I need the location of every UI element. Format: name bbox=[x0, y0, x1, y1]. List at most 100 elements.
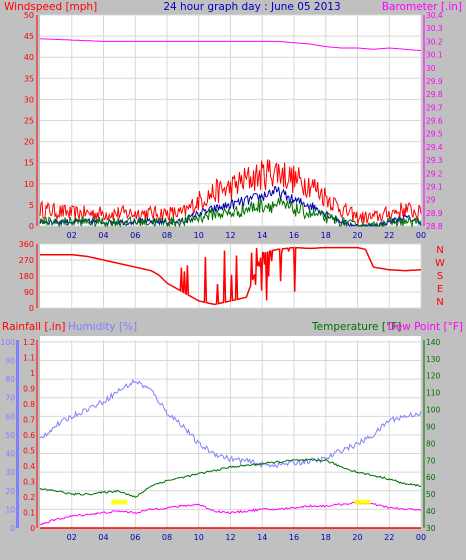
temperature-tick-label: 140 bbox=[426, 338, 441, 347]
barometer-tick-label: 29.3 bbox=[426, 156, 443, 165]
barometer-tick-label: 29.7 bbox=[426, 103, 443, 112]
series-temperature bbox=[39, 458, 422, 498]
weather-xtick-label: 18 bbox=[321, 533, 331, 542]
weather-xtick-label: 20 bbox=[352, 533, 362, 542]
rainfall-tick-label: 0 bbox=[30, 524, 35, 533]
compass-label: W bbox=[435, 258, 445, 269]
solar-marker bbox=[354, 499, 371, 505]
humidity-axis-bar bbox=[16, 340, 19, 528]
direction-tick-label: 90 bbox=[24, 288, 34, 297]
humidity-tick-label: 100 bbox=[1, 338, 16, 347]
wind-baro-series bbox=[39, 38, 422, 228]
compass-label: E bbox=[437, 284, 443, 295]
wind-xtick-label: 14 bbox=[257, 231, 267, 240]
wind-baro-ticks: 0 5 10 15 20 25 30 35 40 45 50 28.8 28.9 29 29.1 29.2 29… bbox=[24, 11, 443, 240]
direction-series bbox=[40, 246, 421, 306]
weather-xtick-label: 10 bbox=[194, 533, 204, 542]
temperature-tick-label: 90 bbox=[426, 422, 436, 431]
rain-humidity-temp-series bbox=[39, 378, 422, 529]
barometer-tick-label: 29.2 bbox=[426, 169, 443, 178]
barometer-tick-label: 29.5 bbox=[426, 130, 443, 139]
weather-xtick-label: 14 bbox=[257, 533, 267, 542]
series-gust bbox=[39, 159, 422, 225]
rainfall-tick-label: 0.6 bbox=[23, 431, 35, 440]
temperature-tick-label: 120 bbox=[426, 372, 441, 381]
wind-xtick-label: 18 bbox=[321, 231, 331, 240]
humidity-tick-label: 20 bbox=[5, 487, 15, 496]
windspeed-tick-label: 50 bbox=[24, 11, 34, 20]
temperature-tick-label: 80 bbox=[426, 439, 436, 448]
barometer-tick-label: 29.9 bbox=[426, 77, 443, 86]
wind-xtick-label: 12 bbox=[225, 231, 235, 240]
humidity-tick-label: 40 bbox=[5, 450, 15, 459]
compass-label: N bbox=[436, 297, 443, 308]
windspeed-tick-label: 15 bbox=[24, 159, 34, 168]
barometer-tick-label: 29.4 bbox=[426, 143, 443, 152]
solar-marker bbox=[111, 499, 128, 505]
rainfall-tick-label: 0.1 bbox=[23, 508, 35, 517]
direction-tick-label: 270 bbox=[19, 256, 34, 265]
barometer-tick-label: 29 bbox=[426, 196, 436, 205]
weather-xtick-label: 04 bbox=[98, 533, 108, 542]
rainfall-tick-label: 1 bbox=[30, 369, 35, 378]
temperature-tick-label: 70 bbox=[426, 456, 436, 465]
temperature-tick-label: 130 bbox=[426, 355, 441, 364]
barometer-tick-label: 30.4 bbox=[426, 11, 443, 20]
windspeed-tick-label: 30 bbox=[24, 95, 34, 104]
humidity-tick-label: 60 bbox=[5, 412, 15, 421]
wind-xtick-label: 00 bbox=[416, 231, 426, 240]
windspeed-tick-label: 0 bbox=[29, 222, 34, 231]
wind-xtick-label: 20 bbox=[352, 231, 362, 240]
rainfall-tick-label: 1.2 bbox=[23, 338, 35, 347]
windspeed-tick-label: 20 bbox=[24, 138, 34, 147]
weather-xtick-label: 12 bbox=[225, 533, 235, 542]
windspeed-tick-label: 5 bbox=[29, 201, 34, 210]
series-direction bbox=[40, 246, 421, 306]
direction-tick-label: 180 bbox=[19, 272, 34, 281]
weather-xtick-label: 02 bbox=[67, 533, 77, 542]
humidity-tick-label: 10 bbox=[5, 505, 15, 514]
compass-label: N bbox=[436, 245, 443, 256]
rainfall-tick-label: 0.5 bbox=[23, 446, 35, 455]
rainfall-tick-label: 0.7 bbox=[23, 415, 35, 424]
direction-tick-label: 0 bbox=[29, 304, 34, 313]
wind-xtick-label: 04 bbox=[98, 231, 108, 240]
windspeed-tick-label: 45 bbox=[24, 32, 34, 41]
rainfall-tick-label: 0.4 bbox=[23, 462, 35, 471]
temperature-tick-label: 100 bbox=[426, 406, 441, 415]
windspeed-axis-label: Windspeed [mph] bbox=[4, 1, 97, 13]
temperature-tick-label: 60 bbox=[426, 473, 436, 482]
barometer-tick-label: 29.8 bbox=[426, 90, 443, 99]
windspeed-tick-label: 10 bbox=[24, 180, 34, 189]
rainfall-tick-label: 0.2 bbox=[23, 493, 35, 502]
wind-xtick-label: 06 bbox=[130, 231, 140, 240]
wind-xtick-label: 10 bbox=[194, 231, 204, 240]
barometer-tick-label: 29.1 bbox=[426, 182, 443, 191]
humidity-axis-label: Humidity [%] bbox=[68, 321, 137, 333]
rainfall-tick-label: 1.1 bbox=[23, 353, 35, 362]
humidity-tick-label: 0 bbox=[10, 524, 15, 533]
windspeed-tick-label: 35 bbox=[24, 74, 34, 83]
temperature-axis-label: Temperature [°F] bbox=[311, 321, 401, 333]
humidity-tick-label: 50 bbox=[5, 431, 15, 440]
barometer-tick-label: 28.8 bbox=[426, 222, 443, 231]
humidity-tick-label: 30 bbox=[5, 468, 15, 477]
humidity-tick-label: 80 bbox=[5, 375, 15, 384]
rainfall-tick-label: 0.9 bbox=[23, 384, 35, 393]
temperature-tick-label: 40 bbox=[426, 507, 436, 516]
weather-xtick-label: 06 bbox=[130, 533, 140, 542]
series-speed bbox=[39, 197, 422, 228]
wind-xtick-label: 08 bbox=[162, 231, 172, 240]
temperature-tick-label: 30 bbox=[426, 524, 436, 533]
barometer-tick-label: 30.2 bbox=[426, 37, 443, 46]
windspeed-tick-label: 40 bbox=[24, 53, 34, 62]
rainfall-axis-label: Rainfall [.in] bbox=[2, 321, 65, 333]
rain-humidity-temp-ticks: 010203040506070809010000.10.20.30.40.50.… bbox=[1, 338, 441, 542]
humidity-tick-label: 70 bbox=[5, 394, 15, 403]
rainfall-tick-label: 0.8 bbox=[23, 400, 35, 409]
wind-xtick-label: 22 bbox=[384, 231, 394, 240]
barometer-tick-label: 30 bbox=[426, 64, 436, 73]
wind-xtick-label: 16 bbox=[289, 231, 299, 240]
compass-label: S bbox=[437, 271, 443, 282]
